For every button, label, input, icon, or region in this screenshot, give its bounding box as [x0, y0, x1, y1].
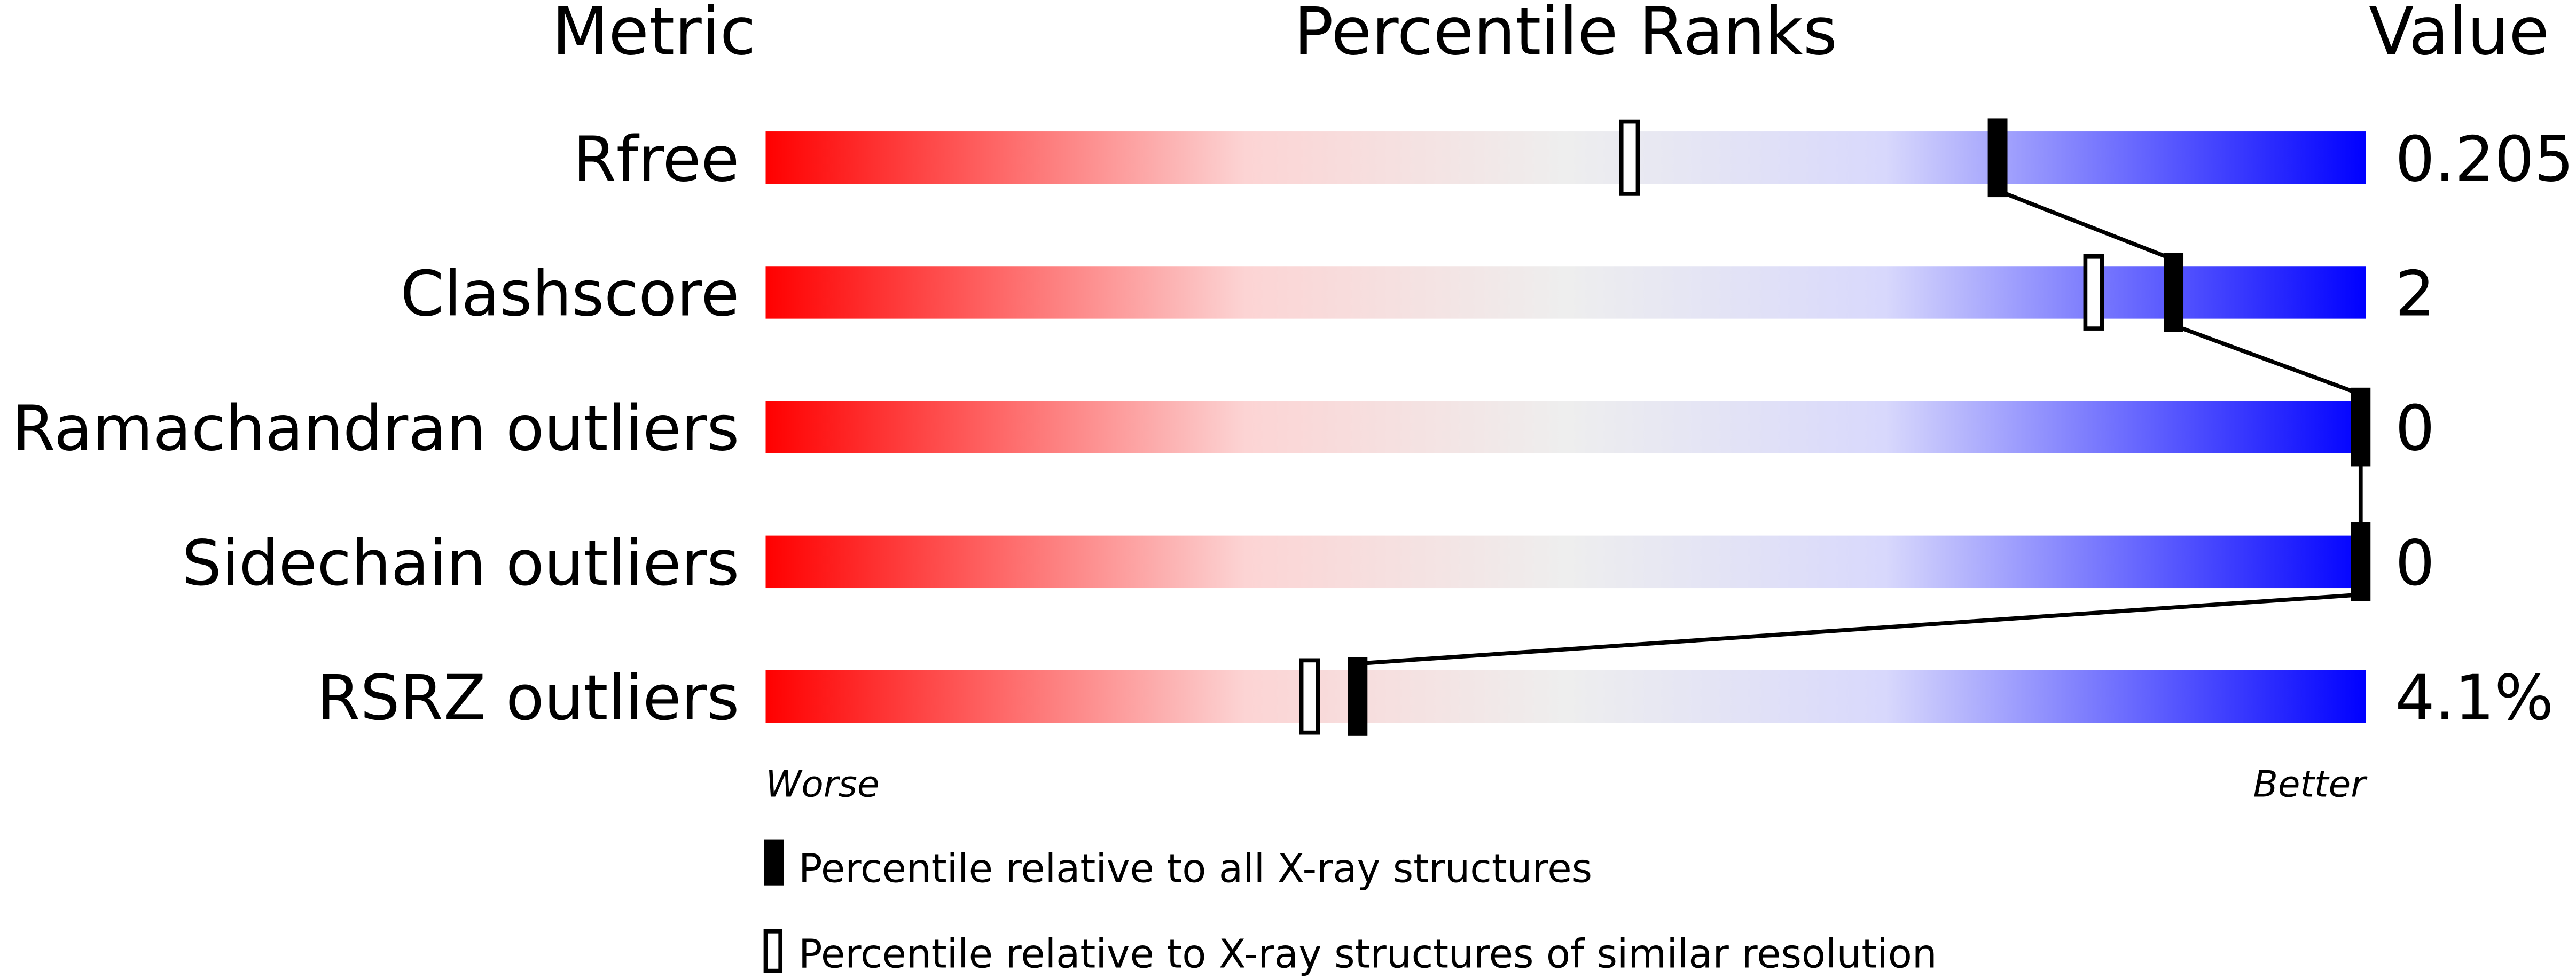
metric-value: 0: [2395, 527, 2434, 600]
metric-label: Ramachandran outliers: [12, 393, 739, 465]
similar-resolution-marker: [1619, 119, 1640, 196]
worse-label: Worse: [765, 763, 879, 805]
metric-label: RSRZ outliers: [317, 662, 739, 734]
legend-filled-marker: [764, 839, 784, 886]
percentile-bar: [765, 670, 2366, 723]
legend-similar-label: Percentile relative to X-ray structures …: [798, 931, 1937, 977]
similar-resolution-marker: [2083, 254, 2104, 331]
metric-value: 2: [2395, 257, 2434, 330]
metric-header: Metric: [552, 0, 756, 70]
metric-value: 0.205: [2395, 123, 2574, 195]
percentile-bar: [765, 535, 2366, 589]
all-structures-marker: [2351, 522, 2371, 601]
metric-value: 0: [2395, 393, 2434, 465]
value-header: Value: [2369, 0, 2549, 70]
metric-label: Sidechain outliers: [182, 527, 739, 600]
chart-title: Percentile Ranks: [1294, 0, 1837, 70]
percentile-bar: [765, 401, 2366, 453]
better-label: Better: [2253, 763, 2368, 805]
all-structures-marker: [2351, 387, 2371, 467]
percentile-bar: [765, 131, 2366, 184]
metric-label: Rfree: [573, 123, 740, 195]
metric-value: 4.1%: [2395, 662, 2554, 734]
similar-resolution-marker: [1299, 658, 1320, 735]
all-structures-marker: [1348, 657, 1368, 736]
all-structures-marker: [1987, 118, 2008, 198]
all-structures-marker: [2164, 253, 2184, 332]
metric-label: Clashscore: [401, 257, 740, 330]
legend-all-label: Percentile relative to all X-ray structu…: [798, 846, 1592, 892]
legend-hollow-marker: [763, 929, 783, 973]
percentile-bar: [765, 266, 2366, 319]
